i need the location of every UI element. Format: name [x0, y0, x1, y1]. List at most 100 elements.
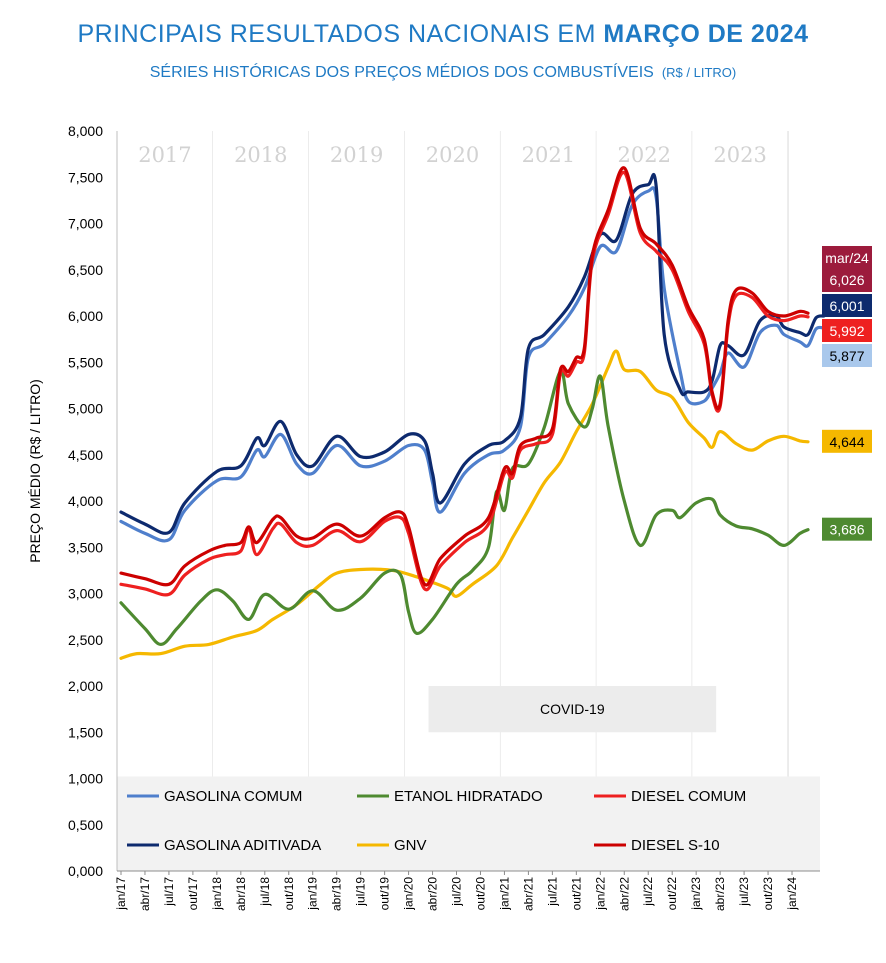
year-band: [212, 131, 309, 871]
x-tick-label: jan/22: [593, 877, 607, 911]
x-tick-label: jan/17: [114, 877, 128, 911]
y-tick-label: 4,500: [68, 447, 103, 463]
x-tick-label: abr/19: [330, 877, 344, 911]
legend-label: GASOLINA ADITIVADA: [164, 837, 321, 854]
y-tick-label: 7,500: [68, 169, 103, 185]
x-tick-label: out/18: [282, 877, 296, 911]
badge-box: [822, 294, 872, 317]
value-badges: mar/24 6,026 6,001 5,992 5,877 4,644 3,686: [822, 246, 872, 541]
year-label: 2020: [426, 143, 479, 167]
legend-box: [117, 776, 820, 871]
year-band: [404, 131, 501, 871]
chart-title: PRINCIPAIS RESULTADOS NACIONAIS EM MARÇO…: [0, 20, 886, 49]
x-tick-label: abr/18: [234, 877, 248, 911]
legend: GASOLINA COMUM ETANOL HIDRATADO DIESEL COM…: [117, 776, 820, 871]
series-line-gasolina-aditivada: [119, 172, 826, 535]
series-lines: [119, 166, 826, 660]
x-tick-label: jan/23: [689, 877, 703, 911]
y-tick-label: 8,000: [68, 123, 103, 139]
y-tick-label: 5,500: [68, 354, 103, 370]
series-line-gasolina-comum: [119, 186, 826, 543]
badge-value: 3,686: [829, 522, 864, 538]
x-tick-label: out/21: [569, 877, 583, 911]
y-tick-label: 2,000: [68, 678, 103, 694]
y-axis: 0,000 0,500 1,000 1,500 2,000 2,500 3,000 3,500…: [27, 123, 118, 879]
badge-box: [822, 429, 872, 453]
x-tick-label: out/22: [665, 877, 679, 911]
badge-value: 5,877: [829, 348, 864, 364]
x-tick-label: jul/18: [258, 877, 272, 907]
y-tick-label: 7,000: [68, 216, 103, 232]
badge-box: [822, 319, 872, 342]
x-tick-label: abr/21: [521, 877, 535, 911]
badge-value: 6,001: [829, 298, 864, 314]
badge-box: [822, 246, 872, 292]
x-tick-label: jul/20: [450, 877, 464, 907]
x-tick-label: jul/23: [737, 877, 751, 907]
x-tick-label: out/17: [186, 877, 200, 911]
x-tick-label: jan/19: [306, 877, 320, 911]
y-tick-label: 3,500: [68, 539, 103, 555]
year-label: 2023: [713, 143, 766, 167]
y-tick-label: 1,000: [68, 771, 103, 787]
year-band: [692, 131, 789, 871]
x-tick-label: jul/22: [641, 877, 655, 907]
series-line-gnv: [119, 349, 810, 660]
x-tick-label: abr/20: [426, 877, 440, 911]
badge-value: 5,992: [829, 323, 864, 339]
year-band: [117, 131, 213, 871]
legend-label: DIESEL COMUM: [631, 788, 746, 805]
x-tick-label: out/23: [761, 877, 775, 911]
x-axis: jan/17 abr/17 jul/17 out/17 jan/18 abr/18 jul/…: [114, 870, 820, 911]
y-tick-label: 0,000: [68, 863, 103, 879]
x-tick-label: out/20: [473, 877, 487, 911]
legend-label: DIESEL S-10: [631, 837, 720, 854]
x-tick-label: abr/17: [138, 877, 152, 911]
year-band: [500, 131, 597, 871]
x-tick-label: jul/21: [545, 877, 559, 907]
y-tick-label: 6,000: [68, 308, 103, 324]
year-label: 2017: [138, 143, 191, 167]
y-tick-label: 6,500: [68, 262, 103, 278]
x-tick-label: out/19: [378, 877, 392, 911]
year-band: [308, 131, 405, 871]
legend-label: GASOLINA COMUM: [164, 788, 302, 805]
y-tick-label: 0,500: [68, 817, 103, 833]
subtitle-unit: (R$ / LITRO): [661, 65, 737, 80]
y-tick-label: 3,000: [68, 586, 103, 602]
year-label: 2022: [618, 143, 671, 167]
year-bands: 2017 2018 2019 2020 2021 2022 2023: [117, 131, 789, 871]
title-main: PRINCIPAIS RESULTADOS NACIONAIS EM: [77, 20, 596, 48]
y-axis-title: PREÇO MÉDIO (R$ / LITRO): [27, 379, 43, 563]
series-line-diesel-s-10: [119, 166, 810, 587]
covid-box: [428, 686, 717, 733]
x-tick-label: abr/23: [713, 877, 727, 911]
y-tick-label: 4,000: [68, 493, 103, 509]
covid-label: COVID-19: [540, 701, 605, 717]
series-line-etanol-hidratado: [119, 369, 810, 646]
legend-label: ETANOL HIDRATADO: [394, 788, 543, 805]
x-tick-label: jan/18: [210, 877, 224, 911]
badge-box: [822, 517, 872, 541]
badge-value: 4,644: [829, 434, 864, 450]
y-tick-label: 1,500: [68, 724, 103, 740]
badge-period-label: mar/24: [825, 250, 869, 266]
legend-label: GNV: [394, 837, 427, 854]
badge-value: 6,026: [829, 272, 864, 288]
x-tick-label: jan/24: [785, 877, 799, 911]
covid-annotation: COVID-19: [428, 686, 717, 733]
x-tick-label: abr/22: [617, 877, 631, 911]
x-tick-label: jul/17: [162, 877, 176, 907]
badge-box: [822, 344, 872, 367]
x-tick-label: jan/21: [497, 877, 511, 911]
subtitle-text: SÉRIES HISTÓRICAS DOS PREÇOS MÉDIOS DOS …: [149, 64, 654, 81]
y-tick-label: 2,500: [68, 632, 103, 648]
year-label: 2018: [234, 143, 287, 167]
year-band: [596, 131, 693, 871]
x-tick-label: jan/20: [402, 877, 416, 911]
title-bold: MARÇO DE 2024: [603, 20, 809, 48]
y-tick-label: 5,000: [68, 401, 103, 417]
year-label: 2021: [522, 143, 575, 167]
chart-subtitle: SÉRIES HISTÓRICAS DOS PREÇOS MÉDIOS DOS …: [0, 64, 886, 82]
